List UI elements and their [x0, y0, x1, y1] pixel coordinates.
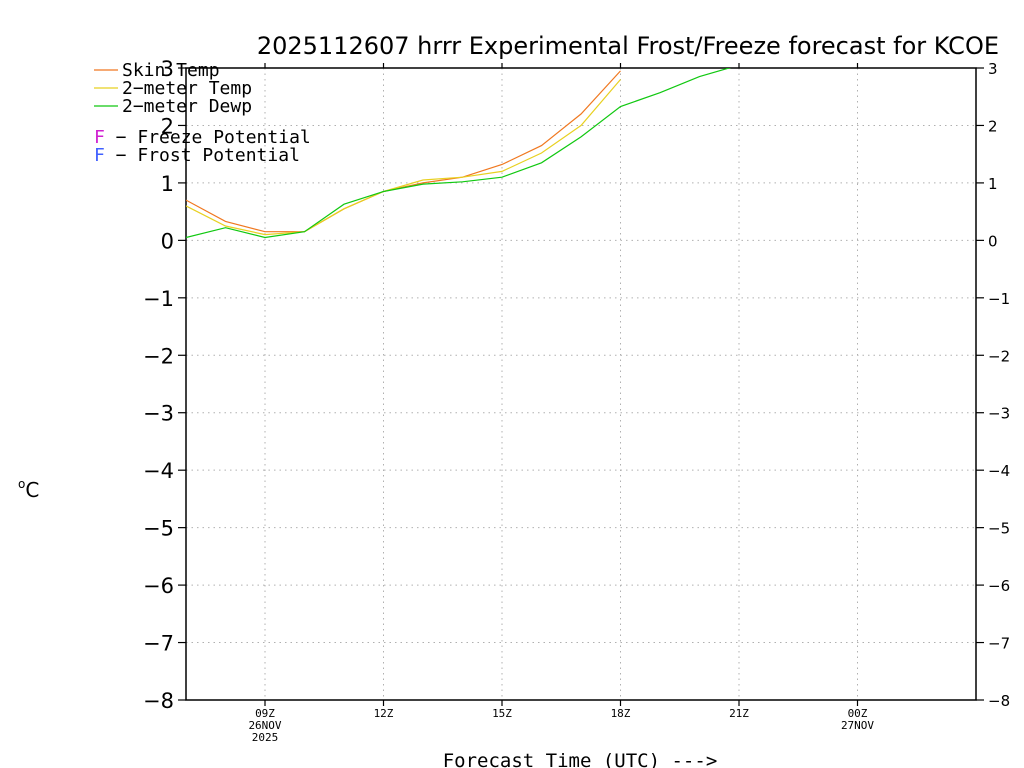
chart-title: 2025112607 hrrr Experimental Frost/Freez…: [257, 32, 999, 60]
y-tick-label-left: 2: [161, 114, 174, 138]
legend-label: 2−meter Temp: [122, 78, 252, 99]
x-tick-label: 09Z: [255, 707, 275, 720]
x-tick-label: 26NOV: [248, 719, 281, 732]
y-tick-label-right: 0: [988, 232, 998, 250]
legend-label: Skin Temp: [122, 60, 220, 81]
y-tick-label-left: −6: [143, 574, 174, 598]
x-tick-label: 15Z: [492, 707, 512, 720]
legend-potential-letter: F: [94, 127, 105, 148]
y-tick-label-right: −2: [988, 347, 1010, 365]
legend-potential-text: − Freeze Potential: [105, 127, 311, 148]
legend-potential-label: F − Frost Potential: [94, 145, 300, 166]
y-tick-label-left: −1: [143, 287, 174, 311]
x-tick-label: 12Z: [374, 707, 394, 720]
grid: [186, 68, 976, 700]
x-tick-label: 21Z: [729, 707, 749, 720]
y-axis-label-degree: o: [18, 477, 25, 491]
legend-label: 2−meter Dewp: [122, 96, 252, 117]
y-tick-label-right: 2: [988, 117, 998, 135]
legend-potential-letter: F: [94, 145, 105, 166]
y-tick-label-left: −5: [143, 517, 174, 541]
y-tick-label-right: −1: [988, 290, 1010, 308]
plot-frame: [185, 67, 977, 701]
y-tick-label-left: 0: [161, 229, 174, 253]
legend-potential-label: F − Freeze Potential: [94, 127, 311, 148]
y-tick-label-right: −6: [988, 577, 1010, 595]
y-tick-label-right: 3: [988, 60, 998, 78]
y-tick-label-left: 1: [161, 172, 174, 196]
y-tick-label-right: −7: [988, 635, 1010, 653]
y-tick-label-right: −5: [988, 520, 1010, 538]
y-axis-label: oC: [18, 477, 39, 502]
y-tick-label-left: −4: [143, 459, 174, 483]
series-lines: [186, 68, 732, 239]
y-tick-label-left: −3: [143, 402, 174, 426]
y-tick-label-left: −2: [143, 344, 174, 368]
x-tick-label: 18Z: [611, 707, 631, 720]
y-axis-label-unit: C: [25, 478, 39, 502]
y-tick-label-left: −8: [143, 689, 174, 713]
y-tick-label-right: −3: [988, 405, 1010, 423]
y-axis-ticks: 3 3 2 2 1 1 0 0 −1 −1 −2 −2 −3 −3 −4 −4 −5 −5 −6 −6 −7 −7 −8 −8: [143, 57, 1010, 713]
x-tick-label: 00Z: [848, 707, 868, 720]
y-tick-label-right: 1: [988, 175, 998, 193]
y-tick-label-left: 3: [161, 57, 174, 81]
x-tick-label: 2025: [252, 731, 279, 744]
x-axis-label: Forecast Time (UTC) --->: [443, 750, 718, 768]
legend-potential-text: − Frost Potential: [105, 145, 300, 166]
y-tick-label-right: −4: [988, 462, 1010, 480]
y-tick-label-right: −8: [988, 692, 1010, 710]
y-tick-label-left: −7: [143, 632, 174, 656]
series-line-2-meter-dewp: [186, 68, 732, 239]
series-line-2-meter-temp: [186, 79, 621, 236]
x-tick-label: 27NOV: [841, 719, 874, 732]
